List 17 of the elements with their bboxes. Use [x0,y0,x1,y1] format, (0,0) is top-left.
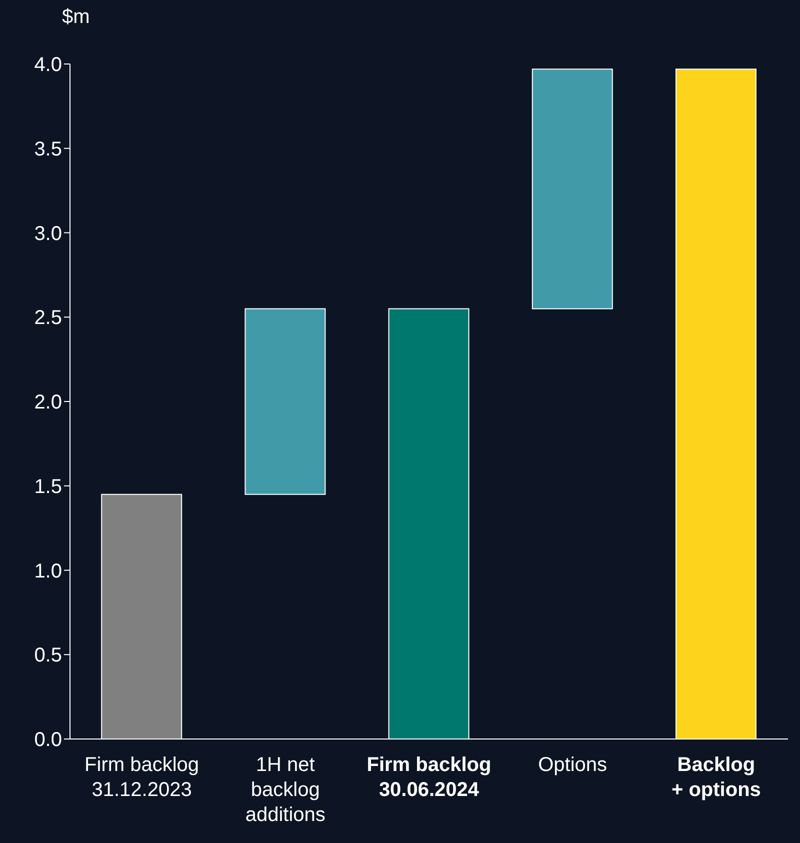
y-tick-label: 4.0 [34,54,62,76]
x-tick-label: Firm backlog 31.12.2023 [84,754,200,801]
y-tick-label: 2.5 [34,307,62,330]
x-tick-label: Options [538,754,608,776]
y-axis-title: $m [62,6,90,29]
bar [532,68,613,310]
x-tick-label: Backlog + options [671,754,761,801]
y-tick-label: 2.0 [34,392,62,414]
y-tick-label: 3.5 [34,138,62,160]
y-tick-label: 3.0 [34,222,62,245]
y-tick-label: 0.0 [34,729,62,752]
x-tick-label: 1H net backlog additions [245,754,326,826]
y-tick-label: 1.5 [34,476,62,498]
y-tick-label: 0.5 [34,644,62,667]
bar [244,308,326,495]
y-tick-label: 1.0 [34,560,62,582]
x-tick-label: Firm backlog 30.06.2024 [366,754,492,801]
